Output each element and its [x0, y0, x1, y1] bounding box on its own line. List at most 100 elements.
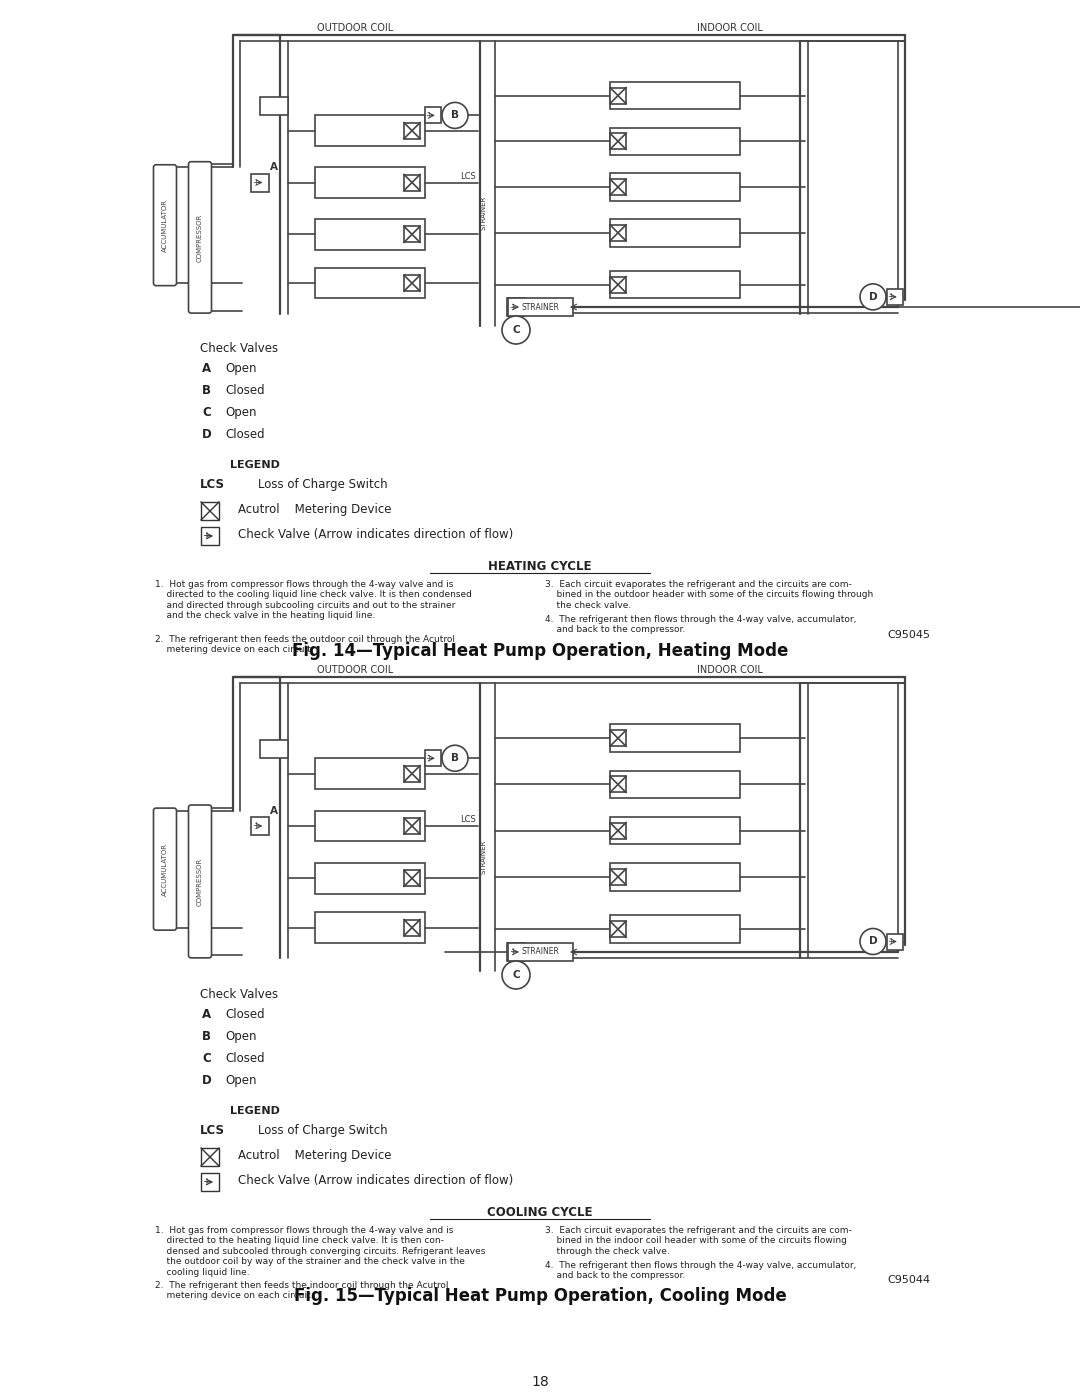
Bar: [404, 870, 420, 886]
Bar: [610, 725, 740, 752]
Bar: [610, 82, 740, 109]
Text: ACCUMULATOR: ACCUMULATOR: [162, 198, 168, 251]
Text: LCS: LCS: [200, 1125, 225, 1137]
Text: Closed: Closed: [225, 384, 265, 397]
Bar: [610, 817, 740, 844]
Text: C95044: C95044: [887, 1275, 930, 1285]
FancyBboxPatch shape: [189, 805, 212, 958]
Text: LCS: LCS: [460, 816, 476, 824]
Text: Closed: Closed: [225, 1052, 265, 1065]
Text: 3.  Each circuit evaporates the refrigerant and the circuits are com-
    bined : 3. Each circuit evaporates the refrigera…: [545, 1227, 852, 1256]
Bar: [315, 912, 426, 943]
Bar: [315, 219, 426, 250]
Text: LCS: LCS: [200, 478, 225, 490]
Bar: [404, 175, 420, 190]
Bar: [251, 173, 269, 191]
Circle shape: [860, 284, 886, 310]
Text: +: +: [252, 821, 259, 830]
Text: COMPRESSOR: COMPRESSOR: [197, 858, 203, 905]
Bar: [404, 766, 420, 782]
Bar: [610, 863, 740, 891]
Bar: [404, 819, 420, 834]
Circle shape: [442, 745, 468, 771]
Text: C: C: [512, 326, 519, 335]
Bar: [610, 771, 740, 798]
Bar: [610, 219, 740, 246]
Text: Open: Open: [225, 407, 257, 419]
Circle shape: [502, 316, 530, 344]
Bar: [610, 915, 740, 943]
FancyBboxPatch shape: [189, 162, 212, 313]
Text: INDOOR COIL: INDOOR COIL: [697, 665, 762, 675]
Text: 18: 18: [531, 1375, 549, 1389]
Bar: [507, 298, 525, 316]
Bar: [610, 179, 626, 196]
Text: +: +: [510, 947, 516, 957]
Text: LEGEND: LEGEND: [230, 1106, 280, 1116]
Bar: [315, 759, 426, 789]
Bar: [260, 98, 288, 116]
Text: B: B: [451, 110, 459, 120]
Bar: [610, 225, 626, 240]
Bar: [260, 740, 288, 759]
Bar: [201, 1173, 219, 1192]
Text: B: B: [202, 384, 211, 397]
Bar: [251, 817, 269, 835]
Bar: [315, 168, 426, 198]
Text: +: +: [888, 292, 894, 302]
Text: 4.  The refrigerant then flows through the 4-way valve, accumulator,
    and bac: 4. The refrigerant then flows through th…: [545, 615, 856, 634]
Text: Fig. 14—Typical Heat Pump Operation, Heating Mode: Fig. 14—Typical Heat Pump Operation, Hea…: [292, 643, 788, 659]
Text: OUTDOOR COIL: OUTDOOR COIL: [316, 22, 393, 34]
Text: Closed: Closed: [225, 427, 265, 441]
Text: +: +: [252, 177, 259, 187]
Bar: [315, 863, 426, 894]
Text: Acutrol    Metering Device: Acutrol Metering Device: [238, 503, 391, 515]
Text: +: +: [426, 110, 432, 120]
Text: C: C: [202, 1052, 211, 1065]
Text: COMPRESSOR: COMPRESSOR: [197, 214, 203, 261]
Text: +: +: [426, 754, 432, 763]
Text: STRAINER: STRAINER: [480, 840, 486, 875]
Text: Fig. 15—Typical Heat Pump Operation, Cooling Mode: Fig. 15—Typical Heat Pump Operation, Coo…: [294, 1287, 786, 1305]
Bar: [610, 869, 626, 884]
Text: D: D: [202, 427, 212, 441]
Text: 1.  Hot gas from compressor flows through the 4-way valve and is
    directed to: 1. Hot gas from compressor flows through…: [156, 580, 472, 620]
Text: Closed: Closed: [225, 1009, 265, 1021]
Bar: [426, 108, 441, 123]
Text: Open: Open: [225, 1030, 257, 1044]
Bar: [610, 823, 626, 838]
Bar: [201, 502, 219, 520]
Text: C: C: [512, 970, 519, 981]
Text: A: A: [202, 1009, 211, 1021]
Text: STRAINER: STRAINER: [521, 303, 559, 312]
Text: Loss of Charge Switch: Loss of Charge Switch: [258, 1125, 388, 1137]
Text: +: +: [202, 531, 210, 541]
Bar: [404, 226, 420, 242]
Bar: [610, 271, 740, 299]
Text: STRAINER: STRAINER: [480, 196, 486, 231]
FancyBboxPatch shape: [153, 165, 176, 285]
Text: D: D: [868, 936, 877, 947]
Text: LCS: LCS: [460, 172, 476, 180]
Bar: [610, 277, 626, 293]
Text: D: D: [868, 292, 877, 302]
Text: 1.  Hot gas from compressor flows through the 4-way valve and is
    directed to: 1. Hot gas from compressor flows through…: [156, 1227, 485, 1277]
Text: B: B: [202, 1030, 211, 1044]
Bar: [610, 173, 740, 201]
Bar: [610, 921, 626, 937]
Bar: [507, 943, 525, 961]
Text: OUTDOOR COIL: OUTDOOR COIL: [316, 665, 393, 675]
Text: +: +: [888, 937, 894, 946]
Text: 3.  Each circuit evaporates the refrigerant and the circuits are com-
    bined : 3. Each circuit evaporates the refrigera…: [545, 580, 874, 610]
Text: Check Valves: Check Valves: [200, 342, 279, 355]
Text: STRAINER: STRAINER: [521, 947, 559, 957]
Bar: [404, 275, 420, 291]
Text: Check Valve (Arrow indicates direction of flow): Check Valve (Arrow indicates direction o…: [238, 528, 513, 541]
Bar: [610, 133, 626, 149]
Text: COOLING CYCLE: COOLING CYCLE: [487, 1206, 593, 1220]
Text: A: A: [270, 806, 278, 816]
Text: Check Valves: Check Valves: [200, 988, 279, 1002]
Text: 2.  The refrigerant then feeds the indoor coil through the Acutrol
    metering : 2. The refrigerant then feeds the indoor…: [156, 1281, 448, 1301]
Bar: [404, 919, 420, 936]
Bar: [610, 127, 740, 155]
